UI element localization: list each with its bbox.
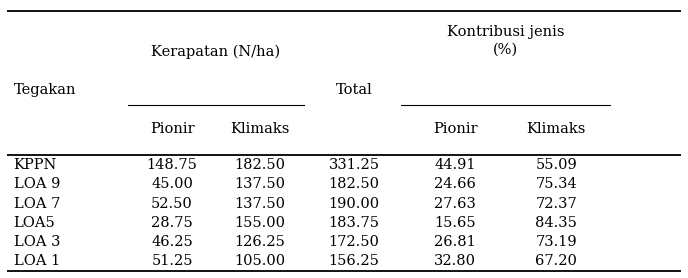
Text: 137.50: 137.50 [234,197,286,211]
Text: 28.75: 28.75 [151,216,193,230]
Text: 148.75: 148.75 [147,158,197,172]
Text: 15.65: 15.65 [434,216,476,230]
Text: 46.25: 46.25 [151,235,193,249]
Text: 45.00: 45.00 [151,177,193,191]
Text: 26.81: 26.81 [434,235,476,249]
Text: Klimaks: Klimaks [527,123,586,136]
Text: 73.19: 73.19 [535,235,577,249]
Text: 55.09: 55.09 [535,158,577,172]
Text: LOA 1: LOA 1 [14,254,60,269]
Text: 72.37: 72.37 [535,197,577,211]
Text: 182.50: 182.50 [329,177,380,191]
Text: 183.75: 183.75 [329,216,380,230]
Text: 182.50: 182.50 [234,158,286,172]
Text: LOA 3: LOA 3 [14,235,60,249]
Text: 67.20: 67.20 [535,254,577,269]
Text: 137.50: 137.50 [234,177,286,191]
Text: 52.50: 52.50 [151,197,193,211]
Text: 84.35: 84.35 [535,216,577,230]
Text: LOA5: LOA5 [14,216,55,230]
Text: Pionir: Pionir [150,123,195,136]
Text: Kontribusi jenis
(%): Kontribusi jenis (%) [447,25,565,56]
Text: 44.91: 44.91 [435,158,476,172]
Text: LOA 7: LOA 7 [14,197,60,211]
Text: LOA 9: LOA 9 [14,177,60,191]
Text: 24.66: 24.66 [434,177,476,191]
Text: 27.63: 27.63 [434,197,476,211]
Text: 156.25: 156.25 [329,254,380,269]
Text: 172.50: 172.50 [329,235,380,249]
Text: 75.34: 75.34 [535,177,577,191]
Text: KPPN: KPPN [14,158,57,172]
Text: 126.25: 126.25 [235,235,285,249]
Text: 190.00: 190.00 [329,197,380,211]
Text: Tegakan: Tegakan [14,83,76,97]
Text: Klimaks: Klimaks [230,123,290,136]
Text: Kerapatan (N/ha): Kerapatan (N/ha) [151,45,281,59]
Text: 32.80: 32.80 [434,254,476,269]
Text: 155.00: 155.00 [234,216,286,230]
Text: 105.00: 105.00 [234,254,286,269]
Text: Pionir: Pionir [433,123,477,136]
Text: 51.25: 51.25 [151,254,193,269]
Text: 331.25: 331.25 [329,158,380,172]
Text: Total: Total [336,83,372,97]
